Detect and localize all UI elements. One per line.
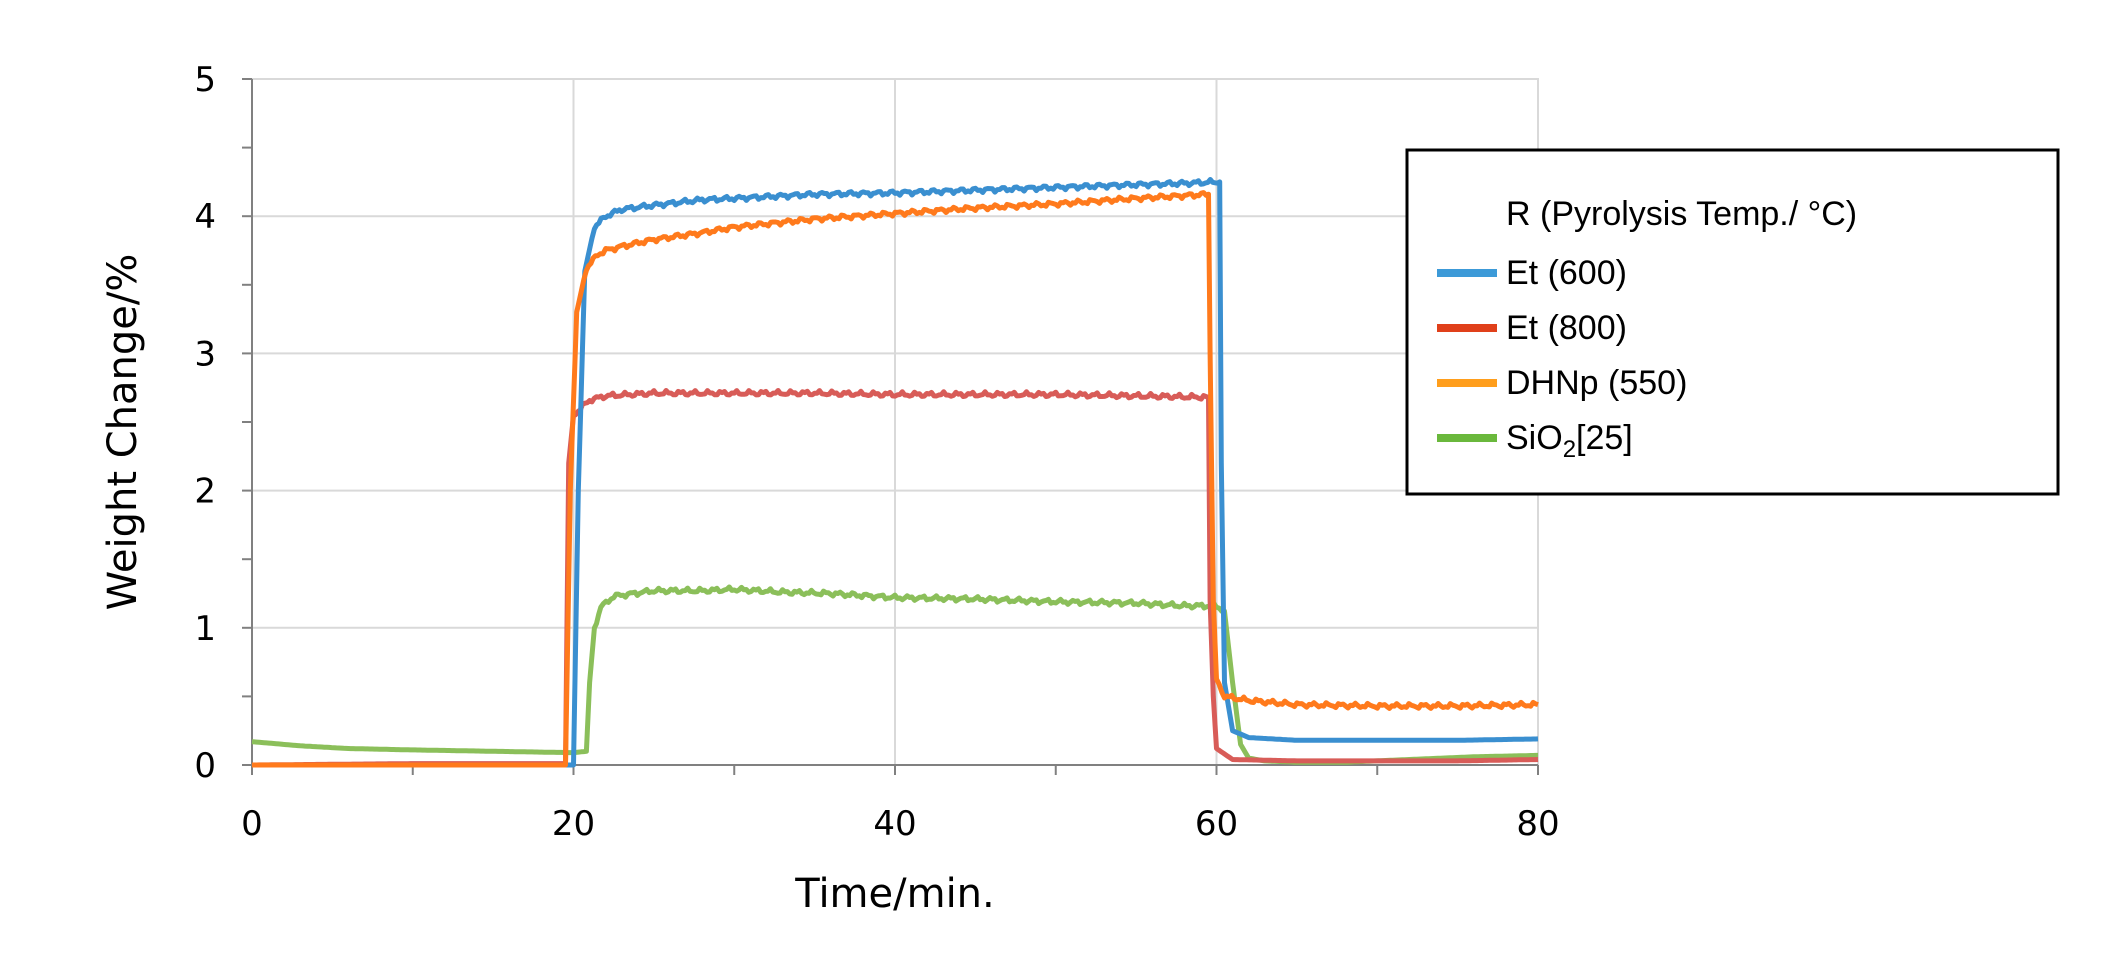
x-tick-label: 60 bbox=[1195, 804, 1238, 844]
y-tick-label: 5 bbox=[194, 60, 216, 100]
y-tick-label: 2 bbox=[194, 472, 216, 512]
y-tick-label: 1 bbox=[194, 609, 216, 649]
legend-label: SiO2[25] bbox=[1506, 419, 1633, 463]
axis-layer bbox=[242, 78, 1539, 775]
y-tick-label: 3 bbox=[194, 334, 216, 374]
legend-title: R (Pyrolysis Temp./ °C) bbox=[1506, 195, 1857, 233]
y-tick-label: 0 bbox=[194, 746, 216, 786]
y-tick-label: 4 bbox=[194, 197, 216, 237]
x-tick-label: 40 bbox=[873, 804, 916, 844]
x-tick-label: 80 bbox=[1516, 804, 1559, 844]
legend: R (Pyrolysis Temp./ °C) Et (600) Et (800)… bbox=[1405, 148, 2060, 496]
x-tick-label: 20 bbox=[552, 804, 595, 844]
legend-label: Et (600) bbox=[1506, 254, 1627, 292]
legend-box bbox=[1405, 148, 2060, 496]
x-tick-labels: 0 20 40 60 80 bbox=[241, 804, 1559, 844]
legend-label: Et (800) bbox=[1506, 309, 1627, 347]
y-tick-labels: 0 1 2 3 4 5 bbox=[194, 60, 216, 786]
x-axis-title: Time/min. bbox=[794, 871, 995, 917]
legend-entries: Et (600) Et (800) DHNp (550) SiO2[25] bbox=[1437, 254, 1687, 463]
legend-label: DHNp (550) bbox=[1506, 364, 1687, 402]
y-axis-title: Weight Change/% bbox=[100, 254, 146, 611]
series-line-2 bbox=[251, 190, 1539, 768]
series-layer bbox=[251, 177, 1539, 768]
grid-layer bbox=[252, 78, 1539, 765]
x-tick-label: 0 bbox=[241, 804, 263, 844]
